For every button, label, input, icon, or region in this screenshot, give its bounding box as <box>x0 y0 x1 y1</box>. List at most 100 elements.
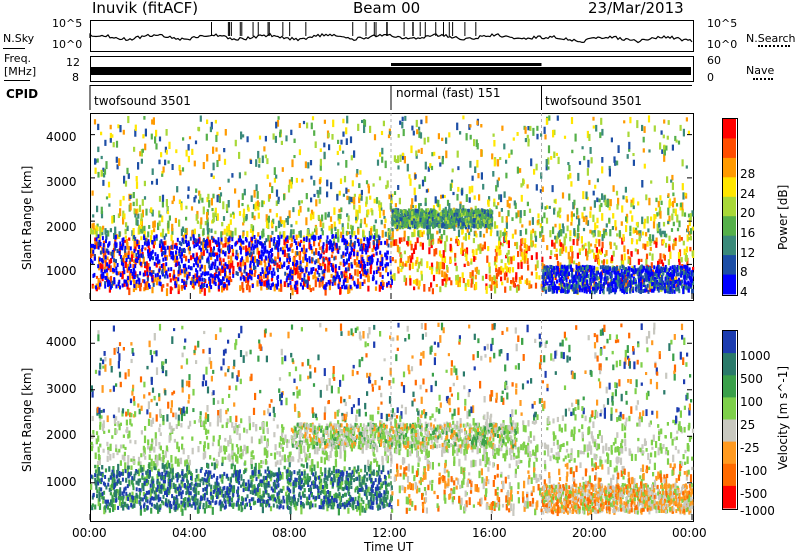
echo-cell <box>180 228 183 237</box>
echo-cell <box>417 286 420 290</box>
band-cell-3 <box>606 268 609 273</box>
echo-cell <box>372 253 375 258</box>
band-cell-2 <box>488 213 491 218</box>
band-cell-1 <box>181 252 183 257</box>
echo-cell <box>552 226 555 235</box>
echo-cell <box>94 237 97 241</box>
echo-cell <box>407 256 410 263</box>
band-cell-1 <box>196 242 199 247</box>
echo-cell <box>287 235 291 240</box>
echo-cell <box>242 213 245 218</box>
echo-cell <box>299 262 302 268</box>
echo-cell <box>246 136 249 143</box>
band-cell-1 <box>305 248 308 253</box>
echo-cell <box>602 260 605 266</box>
echo-cell <box>325 256 328 261</box>
band-cell-1 <box>171 251 174 256</box>
echo-cell <box>171 164 174 171</box>
echo-cell <box>109 138 112 143</box>
band-cell-2 <box>396 212 399 217</box>
echo-cell <box>171 223 174 232</box>
band-cell-1 <box>385 262 388 267</box>
echo-cell <box>659 142 662 150</box>
echo-cell <box>202 228 205 236</box>
band-cell-2 <box>462 210 465 215</box>
echo-cell <box>626 154 629 159</box>
echo-cell <box>609 229 612 237</box>
echo-cell <box>535 163 538 171</box>
band-cell-1 <box>279 247 282 252</box>
echo-cell <box>188 136 192 140</box>
echo-cell <box>496 230 499 237</box>
echo-cell <box>347 215 350 222</box>
echo-cell <box>276 119 280 127</box>
echo-cell <box>134 246 137 252</box>
echo-cell <box>347 242 350 247</box>
band-cell-2 <box>469 218 472 223</box>
band-cell-1 <box>275 243 278 248</box>
echo-cell <box>598 230 601 237</box>
echo-cell <box>653 240 656 245</box>
band-cell-1 <box>248 274 251 279</box>
band-cell-2 <box>453 212 456 217</box>
band-cell-1 <box>267 262 270 267</box>
band-cell-2 <box>396 220 399 225</box>
band-cell-1 <box>178 266 181 271</box>
echo-cell <box>433 248 436 257</box>
echo-cell <box>187 271 190 279</box>
band-cell-1 <box>111 254 114 259</box>
echo-cell <box>567 251 570 260</box>
echo-cell <box>662 230 665 235</box>
echo-cell <box>290 224 293 228</box>
echo-cell <box>418 131 421 138</box>
echo-cell <box>287 260 290 265</box>
echo-cell <box>464 233 467 241</box>
echo-cell <box>450 237 453 242</box>
band-cell-1 <box>363 261 366 266</box>
echo-cell <box>471 185 474 193</box>
echo-cell <box>137 282 140 288</box>
echo-cell <box>622 234 625 242</box>
nave-dots <box>753 78 773 80</box>
band-cell-1 <box>271 258 274 263</box>
echo-cell <box>493 261 497 266</box>
band-cell-3 <box>557 286 560 291</box>
band-cell-1 <box>253 266 255 271</box>
echo-cell <box>454 262 457 266</box>
echo-cell <box>677 252 681 259</box>
echo-cell <box>441 194 444 199</box>
band-cell-1 <box>97 241 100 246</box>
echo-cell <box>389 203 392 210</box>
echo-cell <box>150 235 153 243</box>
echo-cell <box>629 210 632 214</box>
band-cell-3 <box>669 266 672 271</box>
band-cell-3 <box>645 287 648 292</box>
echo-cell <box>183 270 186 278</box>
band-cell-1 <box>210 235 213 240</box>
band-cell-1 <box>187 265 190 270</box>
echo-cell <box>215 147 218 152</box>
echo-cell <box>255 184 258 192</box>
echo-cell <box>598 204 601 212</box>
band-cell-1 <box>289 273 292 278</box>
echo-cell <box>589 229 592 234</box>
echo-cell <box>437 199 440 208</box>
band-cell-2 <box>485 218 488 222</box>
echo-cell <box>498 241 501 246</box>
echo-cell <box>258 250 261 259</box>
echo-cell <box>585 248 588 257</box>
band-cell-1 <box>273 271 276 276</box>
echo-cell <box>198 190 201 196</box>
echo-cell <box>479 246 482 254</box>
echo-cell <box>501 125 504 131</box>
echo-cell <box>524 238 527 244</box>
echo-cell <box>495 267 498 273</box>
echo-cell <box>459 131 462 135</box>
echo-cell <box>455 236 458 242</box>
echo-cell <box>406 240 409 245</box>
echo-cell <box>465 133 468 141</box>
band-cell-1 <box>215 268 218 273</box>
echo-cell <box>413 286 416 291</box>
band-cell-1 <box>111 251 114 256</box>
